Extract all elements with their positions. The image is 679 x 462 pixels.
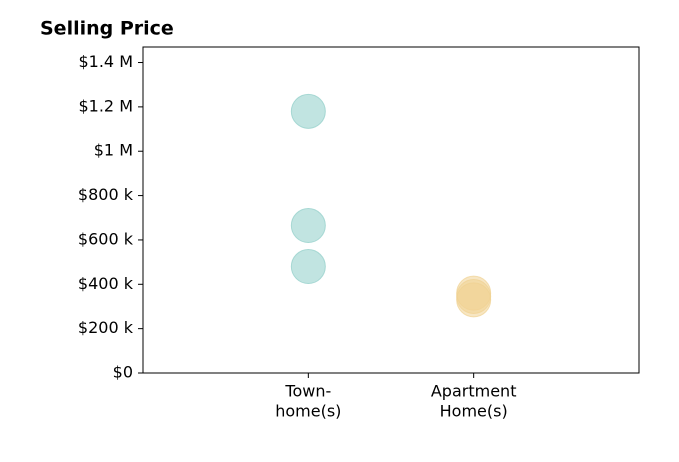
y-tick-label: $200 k	[78, 318, 134, 337]
point	[456, 282, 492, 318]
x-tick-label: Home(s)	[440, 402, 508, 421]
plot-frame	[142, 46, 640, 374]
x-tick-label: home(s)	[275, 402, 341, 421]
y-tick-label: $0	[113, 363, 133, 382]
point	[290, 249, 326, 285]
point	[290, 208, 326, 244]
x-tick-label: Town-	[284, 382, 331, 401]
point	[290, 93, 326, 129]
y-tick-label: $1 M	[94, 141, 133, 160]
y-tick-label: $800 k	[78, 185, 134, 204]
y-tick-label: $400 k	[78, 274, 134, 293]
y-tick-label: $1.2 M	[78, 96, 133, 115]
x-tick-label: Apartment	[431, 382, 517, 401]
chart-title: Selling Price	[40, 18, 174, 40]
y-tick-label: $600 k	[78, 229, 134, 248]
y-tick-label: $1.4 M	[78, 52, 133, 71]
